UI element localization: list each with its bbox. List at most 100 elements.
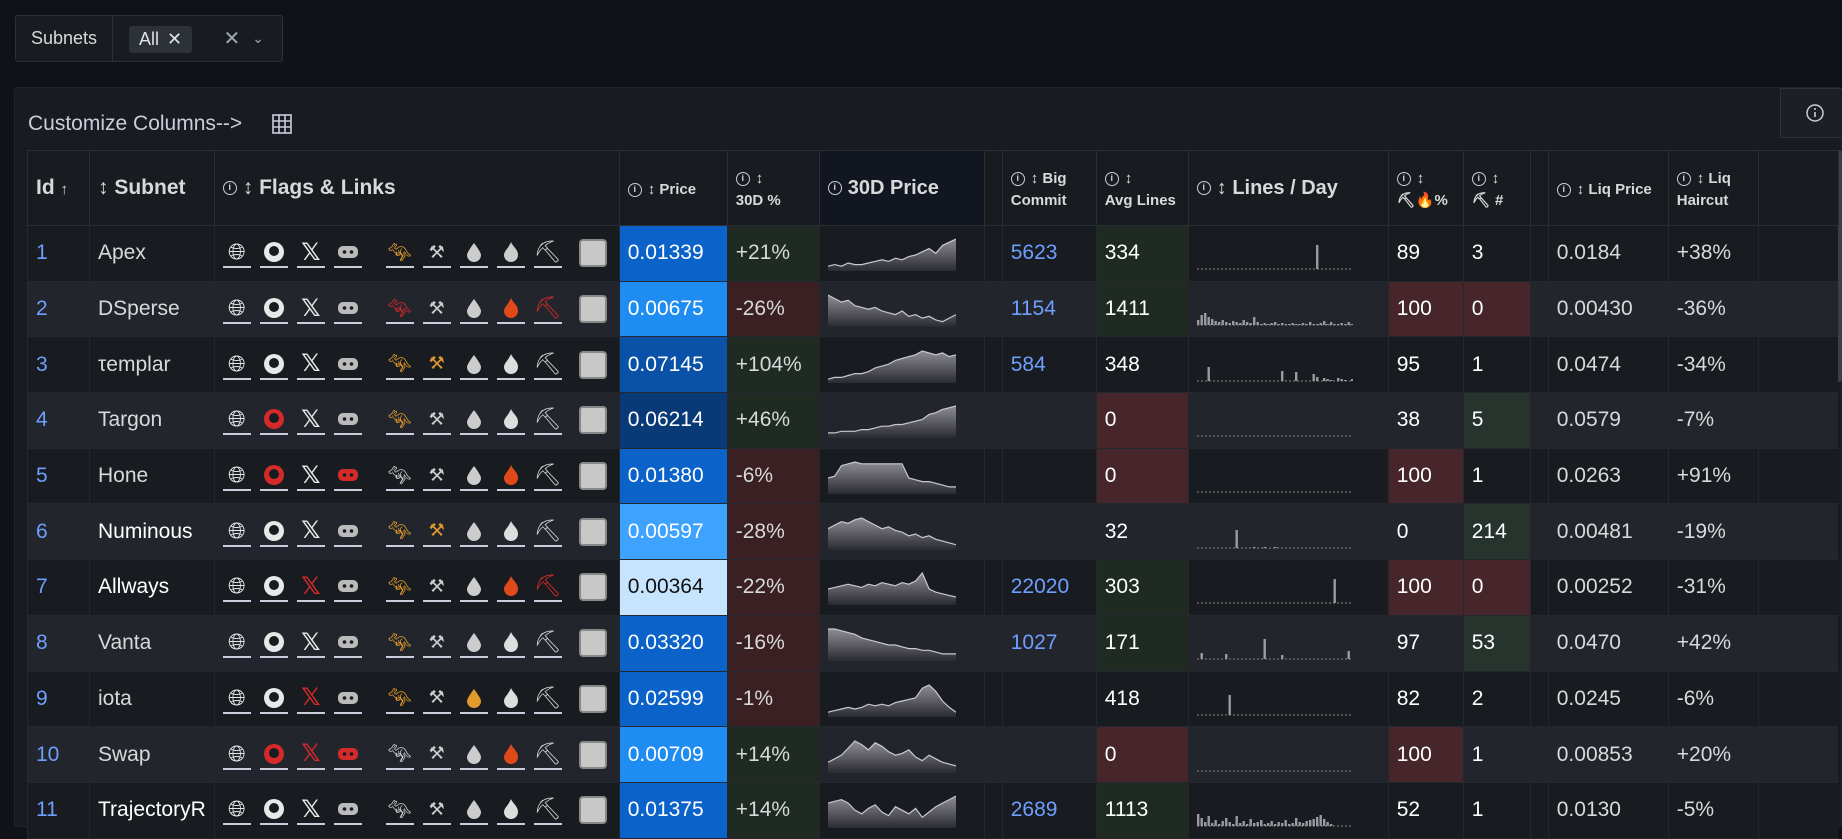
tools-icon[interactable]: ⚒ bbox=[422, 740, 451, 770]
col-id[interactable]: Id ↑ bbox=[27, 150, 90, 226]
tools-icon[interactable]: ⚒ bbox=[422, 405, 451, 436]
drop-icon[interactable] bbox=[459, 795, 488, 826]
github-icon[interactable] bbox=[259, 517, 288, 547]
cell-id[interactable]: 5 bbox=[27, 448, 90, 505]
pickaxe-icon[interactable]: ⛏ bbox=[533, 572, 562, 603]
drop-icon[interactable] bbox=[459, 684, 488, 714]
drop-icon[interactable] bbox=[459, 350, 488, 380]
drop-icon[interactable] bbox=[459, 461, 488, 492]
table-row[interactable]: 5 Hone 🌐︎ 𝕏 🦘︎ ⚒ ⛏ 0.01380 -6% 0 100 1 0… bbox=[27, 448, 1839, 505]
discord-icon[interactable] bbox=[333, 461, 362, 492]
row-checkbox[interactable] bbox=[578, 295, 607, 324]
kangaroo-icon[interactable]: 🦘︎ bbox=[385, 795, 414, 826]
tools-icon[interactable]: ⚒ bbox=[422, 461, 451, 492]
kangaroo-icon[interactable]: 🦘︎ bbox=[385, 628, 414, 659]
x-icon[interactable]: 𝕏 bbox=[296, 294, 325, 325]
table-row[interactable]: 7 Allways 🌐︎ 𝕏 🦘︎ ⚒ ⛏ 0.00364 -22% 22020… bbox=[27, 559, 1839, 616]
col-liq-price[interactable]: i ↕ Liq Price bbox=[1547, 150, 1669, 226]
col-lines-day[interactable]: i ↕ Lines / Day bbox=[1187, 150, 1389, 226]
fire-icon[interactable] bbox=[496, 628, 525, 659]
clear-icon[interactable]: ✕ bbox=[223, 28, 241, 50]
github-icon[interactable] bbox=[259, 572, 288, 603]
cell-big-commit[interactable]: 22020 bbox=[1001, 559, 1097, 616]
col-avg-lines[interactable]: i ↕ Avg Lines bbox=[1095, 150, 1189, 226]
kangaroo-icon[interactable]: 🦘︎ bbox=[385, 350, 414, 380]
fire-icon[interactable] bbox=[496, 350, 525, 380]
col-big-commit[interactable]: i ↕ Big Commit bbox=[1001, 150, 1097, 226]
cell-id[interactable]: 10 bbox=[27, 726, 90, 783]
col-miner-count[interactable]: i ↕ ⛏ # bbox=[1462, 150, 1531, 226]
row-checkbox[interactable] bbox=[578, 462, 607, 491]
table-row[interactable]: 2 DSperse 🌐︎ 𝕏 🦘︎ ⚒ ⛏ 0.00675 -26% 1154 … bbox=[27, 281, 1839, 338]
github-icon[interactable] bbox=[259, 238, 288, 269]
table-row[interactable]: 8 Vanta 🌐︎ 𝕏 🦘︎ ⚒ ⛏ 0.03320 -16% 1027 17… bbox=[27, 615, 1839, 672]
x-icon[interactable]: 𝕏 bbox=[296, 350, 325, 380]
kangaroo-icon[interactable]: 🦘︎ bbox=[385, 238, 414, 269]
pickaxe-icon[interactable]: ⛏ bbox=[533, 294, 562, 325]
x-icon[interactable]: 𝕏 bbox=[296, 238, 325, 269]
col-miner-pct[interactable]: i ↕ ⛏🔥% bbox=[1387, 150, 1464, 226]
grid-icon[interactable] bbox=[272, 114, 292, 134]
row-checkbox[interactable] bbox=[578, 684, 607, 713]
tools-icon[interactable]: ⚒ bbox=[422, 795, 451, 826]
row-checkbox[interactable] bbox=[578, 517, 607, 546]
cell-big-commit[interactable]: 1027 bbox=[1001, 615, 1097, 672]
row-checkbox[interactable] bbox=[578, 796, 607, 825]
col-flags[interactable]: i ↕ Flags & Links bbox=[213, 150, 620, 226]
fire-icon[interactable] bbox=[496, 405, 525, 436]
cell-big-commit[interactable] bbox=[1001, 726, 1097, 783]
cell-id[interactable]: 4 bbox=[27, 392, 90, 449]
x-icon[interactable]: 𝕏 bbox=[296, 572, 325, 603]
discord-icon[interactable] bbox=[333, 572, 362, 603]
pickaxe-icon[interactable]: ⛏ bbox=[533, 461, 562, 492]
subnets-filter[interactable]: Subnets All ✕ ✕ ⌄ bbox=[15, 15, 283, 62]
col-30d-pct[interactable]: i ↕ 30D % bbox=[726, 150, 820, 226]
globe-icon[interactable]: 🌐︎ bbox=[222, 795, 251, 826]
drop-icon[interactable] bbox=[459, 405, 488, 436]
x-icon[interactable]: 𝕏 bbox=[296, 684, 325, 714]
github-icon[interactable] bbox=[259, 684, 288, 714]
x-icon[interactable]: 𝕏 bbox=[296, 517, 325, 547]
pickaxe-icon[interactable]: ⛏ bbox=[533, 795, 562, 826]
cell-id[interactable]: 9 bbox=[27, 671, 90, 728]
globe-icon[interactable]: 🌐︎ bbox=[222, 628, 251, 659]
globe-icon[interactable]: 🌐︎ bbox=[222, 572, 251, 603]
scrollbar[interactable] bbox=[1836, 150, 1842, 382]
fire-icon[interactable] bbox=[496, 238, 525, 269]
cell-id[interactable]: 7 bbox=[27, 559, 90, 616]
table-row[interactable]: 6 Numinous 🌐︎ 𝕏 🦘︎ ⚒ ⛏ 0.00597 -28% 32 0… bbox=[27, 503, 1839, 561]
cell-id[interactable]: 2 bbox=[27, 281, 90, 338]
globe-icon[interactable]: 🌐︎ bbox=[222, 684, 251, 714]
cell-id[interactable]: 6 bbox=[27, 503, 90, 561]
cell-big-commit[interactable] bbox=[1001, 503, 1097, 561]
row-checkbox[interactable] bbox=[578, 740, 607, 769]
pickaxe-icon[interactable]: ⛏ bbox=[533, 517, 562, 547]
pickaxe-icon[interactable]: ⛏ bbox=[533, 740, 562, 770]
pickaxe-icon[interactable]: ⛏ bbox=[533, 405, 562, 436]
col-liq-haircut[interactable]: i ↕ Liq Haircut bbox=[1667, 150, 1759, 226]
tools-icon[interactable]: ⚒ bbox=[422, 294, 451, 325]
discord-icon[interactable] bbox=[333, 350, 362, 380]
kangaroo-icon[interactable]: 🦘︎ bbox=[385, 684, 414, 714]
drop-icon[interactable] bbox=[459, 517, 488, 547]
pickaxe-icon[interactable]: ⛏ bbox=[533, 350, 562, 380]
cell-id[interactable]: 11 bbox=[27, 782, 90, 839]
drop-icon[interactable] bbox=[459, 572, 488, 603]
fire-icon[interactable] bbox=[496, 572, 525, 603]
drop-icon[interactable] bbox=[459, 294, 488, 325]
drop-icon[interactable] bbox=[459, 238, 488, 269]
cell-id[interactable]: 3 bbox=[27, 336, 90, 394]
drop-icon[interactable] bbox=[459, 740, 488, 770]
customize-columns[interactable]: Customize Columns--> bbox=[28, 112, 292, 136]
cell-id[interactable]: 8 bbox=[27, 615, 90, 672]
row-checkbox[interactable] bbox=[578, 406, 607, 435]
discord-icon[interactable] bbox=[333, 684, 362, 714]
fire-icon[interactable] bbox=[496, 294, 525, 325]
row-checkbox[interactable] bbox=[578, 350, 607, 379]
pickaxe-icon[interactable]: ⛏ bbox=[533, 238, 562, 269]
panel-info-button[interactable] bbox=[1780, 88, 1842, 138]
kangaroo-icon[interactable]: 🦘︎ bbox=[385, 405, 414, 436]
chip-remove-icon[interactable]: ✕ bbox=[167, 29, 183, 49]
discord-icon[interactable] bbox=[333, 740, 362, 770]
drop-icon[interactable] bbox=[459, 628, 488, 659]
